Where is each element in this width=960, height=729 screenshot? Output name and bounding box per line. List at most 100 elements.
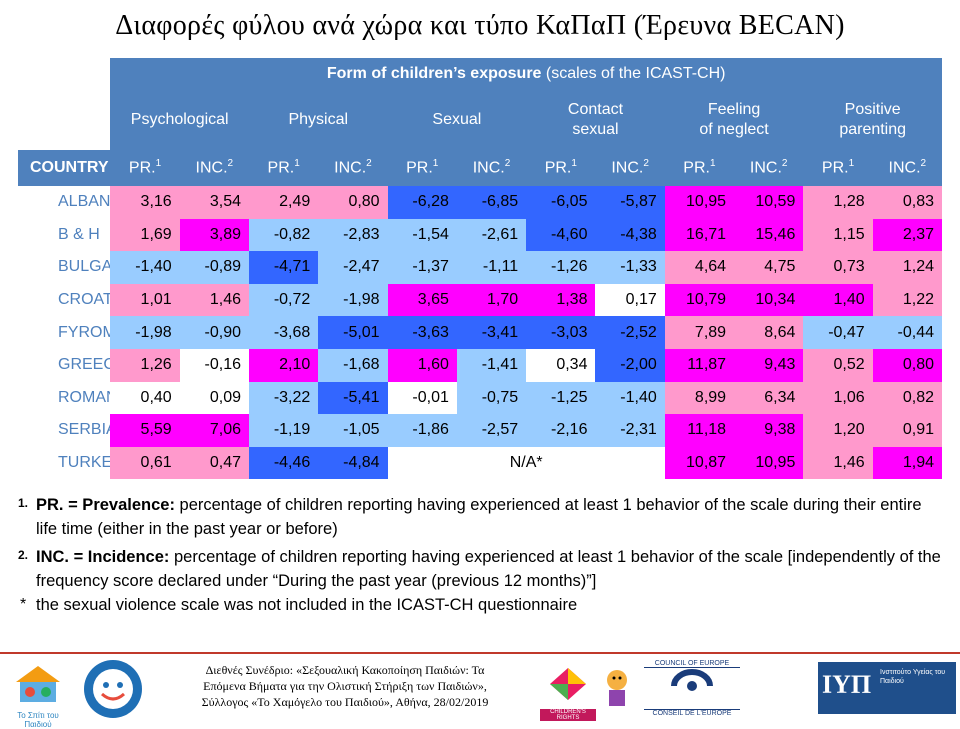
kite-icon [550,668,586,700]
iyp-emblem-icon: ΙΥΠ [822,670,872,699]
sub-header-label: PR. [406,159,433,177]
category-header: Sexual [387,90,527,150]
corner-cell [18,58,111,90]
value-cell: 1,70 [456,283,527,317]
prevalence-header: PR.1 [664,150,735,186]
top-header-bold: Form of children’s exposure [326,65,542,82]
coe-emblem-icon [662,669,722,702]
value-cell: -1,25 [526,381,596,415]
sub-header-label: PR. [821,159,849,177]
footnote-sexual-na: * the sexual violence scale was not incl… [18,593,942,617]
value-cell: 1,06 [803,381,873,415]
value-cell: 1,38 [526,283,596,317]
footer: Το Σπίτι του Παιδιού Διεθνές Συνέδριο: «… [0,652,960,729]
country-name: B & H [58,225,100,243]
value-cell: 0,61 [110,446,180,480]
value-cell: -1,41 [456,348,527,382]
table-row: B & H 1,69 3,89 -0,82 -2,83 -1,54 -2,61 -4,60 -4… [18,218,942,252]
value-cell: -3,63 [387,316,457,349]
value-cell: -2,00 [595,348,665,382]
value-cell: -2,47 [318,251,388,284]
value-cell: -6,05 [526,186,596,219]
smile-badge-icon [84,660,142,718]
value-cell: 4,64 [664,251,735,284]
value-cell: -1,37 [387,251,457,284]
category-label: Positive [844,101,901,118]
conference-line: Διεθνές Συνέδριο: «Σεξουαλική Κακοποίηση… [205,663,485,677]
sub-header-superscript: 1 [848,158,855,170]
value-cell: -4,46 [248,446,319,480]
country-name: CROATIA [58,291,111,309]
value-cell: 10,95 [734,446,804,480]
value-cell: 5,59 [110,414,180,447]
table-row: ALBANIA3,163,542,490,80-6,28-6,85-6,05-5… [18,186,942,219]
value-cell: -0,89 [179,251,249,284]
top-header-light: (scales of the ICAST-CH) [545,65,726,82]
value-cell: -0,47 [803,316,873,349]
value-cell: 9,43 [734,348,804,382]
value-cell: -0,82 [248,218,319,252]
sub-header-superscript: 1 [709,158,716,170]
value-cell: 4,75 [734,251,804,284]
value-cell: 1,69 [110,218,180,252]
sub-header-superscript: 1 [571,158,577,170]
conference-line: Επόμενα Βήματα για την Ολιστική Στήριξη … [203,679,487,693]
country-name: ALBANIA [58,193,111,211]
value-cell: -1,33 [595,251,665,284]
value-cell: -2,16 [526,414,596,447]
value-cell: 15,46 [734,218,804,252]
value-cell: -0,72 [248,283,319,317]
value-cell: -1,86 [387,414,457,447]
footnote-mark: * [20,596,27,613]
category-header: Psychological [110,90,249,150]
sub-header-label: INC. [611,159,644,177]
country-name: GREECE [58,356,111,374]
value-cell: 1,28 [803,186,873,219]
incidence-header: INC.2 [179,150,249,186]
value-cell: -3,03 [526,316,596,349]
value-cell: -3,22 [248,381,319,415]
sub-header-label: INC. [334,159,367,177]
value-cell: -0,01 [387,381,457,415]
value-cell: -1,11 [456,251,527,284]
childrens-rights-text: CHILDREN'S RIGHTS [540,709,596,721]
value-cell: -0,90 [179,316,249,349]
mascot-icon [607,670,627,706]
value-cell: 10,79 [664,283,735,317]
prevalence-header: PR.1 [248,150,319,186]
incidence-header: INC.2 [595,150,665,186]
footnotes: 1. PR. = Prevalence: percentage of child… [18,493,942,617]
sub-header-superscript: 1 [155,158,162,170]
value-cell: 2,37 [872,218,942,252]
value-cell: 1,20 [803,414,873,447]
value-cell: 6,34 [734,381,804,415]
top-header: Form of children’s exposure (scales of t… [110,58,942,90]
value-cell: 3,89 [179,218,249,252]
value-cell: 0,17 [595,283,665,317]
value-cell: 1,94 [872,446,942,480]
sub-header-label: PR. [128,159,156,177]
table-row: SERBIA5,597,06-1,19-1,05-1,86-2,57-2,16-… [18,414,942,447]
spiti-logo: Το Σπίτι του Παιδιού [6,660,70,729]
prevalence-header: PR.1 [526,150,596,186]
value-cell: -6,28 [387,186,457,219]
value-cell: 3,54 [179,186,249,219]
value-cell: 0,09 [179,381,249,415]
house-icon [16,666,60,702]
sub-header-superscript: 2 [227,158,234,170]
value-cell: 8,64 [734,316,804,349]
table-row: TURKEY0,610,47-4,46-4,84N/A*10,8710,951,… [18,446,942,480]
country-name: FYROM [58,323,111,341]
footnote-term: INC. = Incidence: [36,548,170,566]
value-cell: -4,84 [318,446,388,480]
sub-header-superscript: 1 [294,158,300,170]
sub-header-superscript: 2 [920,158,927,170]
value-cell: -1,26 [526,251,596,284]
value-cell: 0,80 [318,186,388,219]
value-cell: 1,40 [803,283,873,317]
value-cell: -2,52 [595,316,665,349]
sub-header-label: INC. [749,159,782,177]
spiti-logo-text: Το Σπίτι του Παιδιού [17,711,59,729]
sub-header-label: PR. [683,159,710,177]
value-cell: -4,38 [595,218,665,252]
